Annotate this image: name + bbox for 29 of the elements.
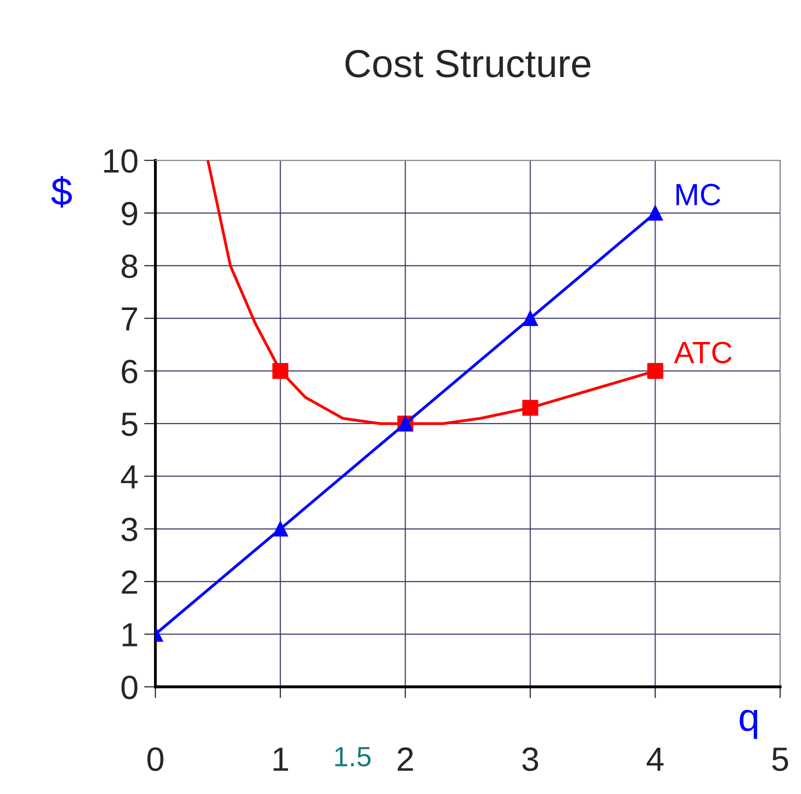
x-tick-label: 4 bbox=[646, 748, 664, 771]
y-tick-label: 4 bbox=[120, 465, 138, 488]
y-tick-label: 7 bbox=[122, 307, 138, 330]
point bbox=[272, 521, 288, 537]
x-tick-label: 1 bbox=[274, 748, 288, 771]
point bbox=[522, 400, 538, 416]
series-label: MC bbox=[676, 184, 720, 206]
y-tick-label: 2 bbox=[122, 570, 138, 594]
y-tick-label: 0 bbox=[121, 676, 138, 700]
chart-title: Cost Structure bbox=[345, 50, 590, 78]
y-tick-label: 10 bbox=[104, 149, 138, 173]
y-tick-label: 6 bbox=[122, 360, 138, 384]
y-tick-label: 3 bbox=[121, 518, 138, 542]
x-axis-title: q bbox=[740, 710, 758, 739]
text: 1.5 bbox=[335, 747, 371, 766]
y-tick-label: 5 bbox=[122, 412, 138, 436]
point bbox=[522, 310, 538, 326]
y-tick-label: 9 bbox=[122, 202, 138, 226]
y-tick-label: 8 bbox=[122, 254, 138, 278]
x-tick-label: 5 bbox=[772, 748, 788, 772]
point bbox=[648, 205, 663, 221]
y-axis-title: $ bbox=[51, 176, 72, 208]
point bbox=[647, 362, 664, 379]
series-label: ATC bbox=[674, 342, 732, 364]
x-tick-label: 3 bbox=[522, 747, 538, 772]
x-tick-label: 2 bbox=[398, 747, 413, 771]
y-tick-label: 1 bbox=[122, 623, 138, 646]
x-tick-label: 0 bbox=[147, 747, 164, 772]
point bbox=[272, 362, 288, 379]
